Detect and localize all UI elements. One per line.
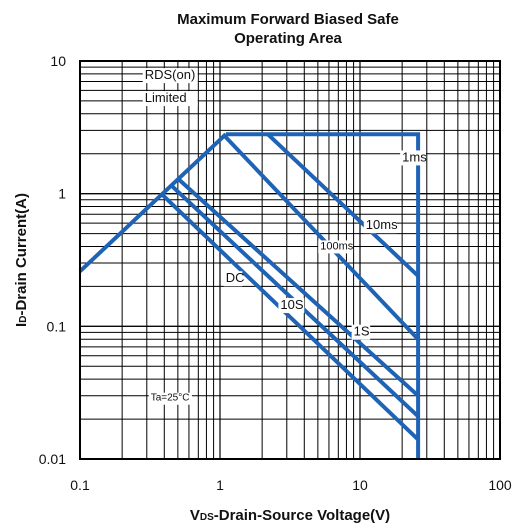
annotation-background <box>363 218 397 234</box>
annotation-background <box>142 91 198 107</box>
annotation-background <box>351 324 371 340</box>
annotation-1ms: 1ms <box>402 149 427 164</box>
annotation-background <box>223 271 243 287</box>
y-tick-labels: 0.01 0.1 1 10 <box>39 53 66 467</box>
x-axis-label: VDS-Drain-Source Voltage(V) <box>190 507 390 524</box>
x-axis-label-sub: DS <box>200 512 214 523</box>
x-tick-label: 100 <box>488 477 512 493</box>
x-axis-label-prefix: V <box>190 507 200 524</box>
x-tick-labels: 0.1 1 10 100 <box>70 477 512 493</box>
curve-10ms <box>266 132 420 278</box>
annotation-dc: DC <box>226 270 245 285</box>
annotation-background <box>400 150 426 166</box>
annotation-10ms: 10ms <box>366 217 398 232</box>
x-tick-label: 1 <box>216 477 224 493</box>
annotation-background <box>142 68 198 84</box>
plot-background <box>80 61 500 459</box>
y-tick-label: 0.01 <box>39 451 66 467</box>
annotation-100ms: 100ms <box>320 240 354 252</box>
annotation-1s: 1S <box>354 324 370 339</box>
curve-dc <box>159 192 420 442</box>
y-axis-label-prefix: I <box>13 323 30 327</box>
annotations: RDS(on) Limited 1ms 10ms 100ms DC 10S 1S Ta=25°C <box>142 67 427 405</box>
curve-rds-on-limited <box>78 132 228 273</box>
plot-frame <box>79 60 501 460</box>
chart-title-line-2: Operating Area <box>234 30 342 47</box>
y-tick-label: 10 <box>50 53 66 69</box>
y-axis-label-rest: -Drain Current(A) <box>13 193 30 316</box>
curve-100ms <box>221 132 420 341</box>
x-axis-label-rest: -Drain-Source Voltage(V) <box>214 507 390 524</box>
annotation-background <box>278 298 305 314</box>
x-tick-label: 10 <box>352 477 368 493</box>
annotation-background <box>318 240 354 254</box>
annotation-ta-25-c: Ta=25°C <box>151 393 190 404</box>
annotation-10s: 10S <box>280 297 303 312</box>
y-tick-label: 0.1 <box>47 318 67 334</box>
chart-title-line-1: Maximum Forward Biased Safe <box>177 11 399 28</box>
y-axis-label: ID-Drain Current(A) <box>13 193 30 327</box>
x-tick-label: 0.1 <box>70 477 90 493</box>
curve-1ms <box>225 132 421 459</box>
y-axis-label-sub: D <box>18 316 29 323</box>
annotation-rds-on: RDS(on) <box>145 67 196 82</box>
annotation-limited: Limited <box>145 90 187 105</box>
y-tick-label: 1 <box>58 186 66 202</box>
annotation-background <box>148 392 192 405</box>
curve-1s <box>176 177 420 398</box>
grid <box>79 60 501 460</box>
